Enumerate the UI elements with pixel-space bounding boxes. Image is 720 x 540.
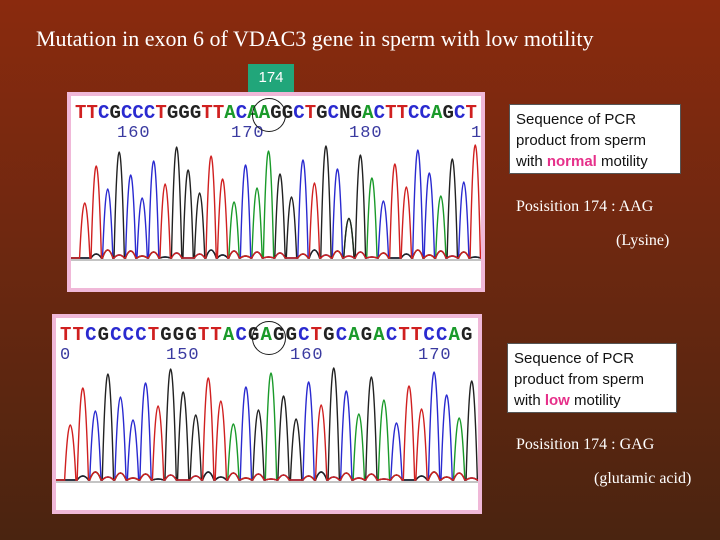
base-letter: G: [178, 102, 191, 124]
base-letter: G: [323, 324, 336, 346]
base-letter: C: [135, 324, 148, 346]
base-letter: G: [281, 102, 294, 124]
base-letter: A: [362, 102, 375, 124]
base-letter: G: [109, 102, 122, 124]
base-letter: G: [285, 324, 298, 346]
base-letter: C: [143, 102, 156, 124]
base-letter: C: [110, 324, 123, 346]
base-sequence: TTCGCCCTGGGTTACAAGGCTGCNGACTTCCAGCT: [75, 102, 477, 124]
base-letter: C: [435, 324, 448, 346]
info-text: Sequence of PCR product from sperm with: [516, 111, 647, 170]
base-letter: T: [396, 102, 409, 124]
base-letter: G: [360, 324, 373, 346]
base-letter: C: [298, 324, 310, 346]
base-letter: T: [60, 324, 72, 346]
base-letter: G: [316, 102, 329, 124]
base-letter: G: [442, 102, 455, 124]
base-letter: C: [85, 324, 97, 346]
position-text-low: Posisition 174 : GAG: [516, 436, 655, 453]
trace-line-T: [71, 144, 481, 259]
base-letter: C: [327, 102, 340, 124]
position-badge: 174: [248, 64, 294, 92]
position-number: 180: [349, 124, 383, 143]
base-letter: C: [132, 102, 145, 124]
trace-line-T: [56, 377, 478, 481]
base-letter: A: [373, 324, 386, 346]
base-letter: T: [304, 102, 317, 124]
base-letter: N: [339, 102, 352, 124]
base-letter: G: [166, 102, 179, 124]
info-box-normal: Sequence of PCR product from sperm with …: [509, 104, 681, 174]
base-letter: T: [210, 324, 223, 346]
base-letter: C: [122, 324, 135, 346]
base-letter: A: [348, 324, 361, 346]
base-letter: T: [72, 324, 85, 346]
info-text: motility: [569, 392, 621, 409]
base-letter: T: [398, 324, 411, 346]
amino-acid-normal: (Lysine): [616, 232, 670, 249]
base-letter: T: [201, 102, 214, 124]
position-number: 170: [418, 346, 452, 365]
base-letter: A: [448, 324, 461, 346]
base-letter: T: [212, 102, 225, 124]
base-letter: C: [373, 102, 386, 124]
position-text-normal: Posisition 174 : AAG: [516, 198, 654, 215]
position-number: 150: [166, 346, 200, 365]
position-number: 160: [117, 124, 151, 143]
base-letter: A: [222, 324, 235, 346]
base-letter: G: [97, 324, 110, 346]
base-letter: C: [385, 324, 398, 346]
base-letter: T: [147, 324, 160, 346]
position-number: 0: [60, 346, 72, 365]
base-letter: T: [465, 102, 478, 124]
base-letter: C: [419, 102, 432, 124]
motility-highlight: low: [544, 392, 570, 409]
mutation-circle: [252, 98, 286, 132]
base-letter: T: [310, 324, 323, 346]
base-letter: G: [350, 102, 363, 124]
base-letter: A: [224, 102, 237, 124]
base-letter: C: [235, 324, 248, 346]
chromatogram-trace: [56, 367, 478, 483]
base-letter: T: [410, 324, 423, 346]
base-letter: A: [431, 102, 443, 124]
position-number: 170: [231, 124, 265, 143]
base-letter: G: [160, 324, 173, 346]
info-text: Sequence of PCR product from sperm with: [514, 350, 645, 409]
amino-acid-low: (glutamic acid): [594, 470, 692, 487]
base-letter: G: [189, 102, 202, 124]
mutation-circle: [252, 321, 286, 355]
base-letter: T: [86, 102, 99, 124]
base-letter: T: [197, 324, 210, 346]
base-letter: C: [335, 324, 348, 346]
info-text: motility: [596, 153, 648, 170]
base-letter: T: [155, 102, 168, 124]
base-letter: C: [293, 102, 306, 124]
base-letter: T: [75, 102, 87, 124]
chromatogram-trace: [71, 144, 481, 261]
position-number: 160: [290, 346, 324, 365]
base-letter: C: [97, 102, 110, 124]
base-letter: C: [235, 102, 248, 124]
slide-title: Mutation in exon 6 of VDAC3 gene in sper…: [36, 26, 594, 51]
base-letter: G: [185, 324, 198, 346]
base-letter: C: [423, 324, 436, 346]
info-box-low: Sequence of PCR product from sperm with …: [507, 343, 677, 413]
base-letter: G: [461, 324, 473, 346]
base-letter: G: [172, 324, 185, 346]
motility-highlight: normal: [546, 153, 597, 170]
position-number: 1: [471, 124, 483, 143]
base-letter: C: [408, 102, 420, 124]
base-letter: C: [120, 102, 133, 124]
base-letter: T: [385, 102, 397, 124]
base-letter: C: [453, 102, 466, 124]
